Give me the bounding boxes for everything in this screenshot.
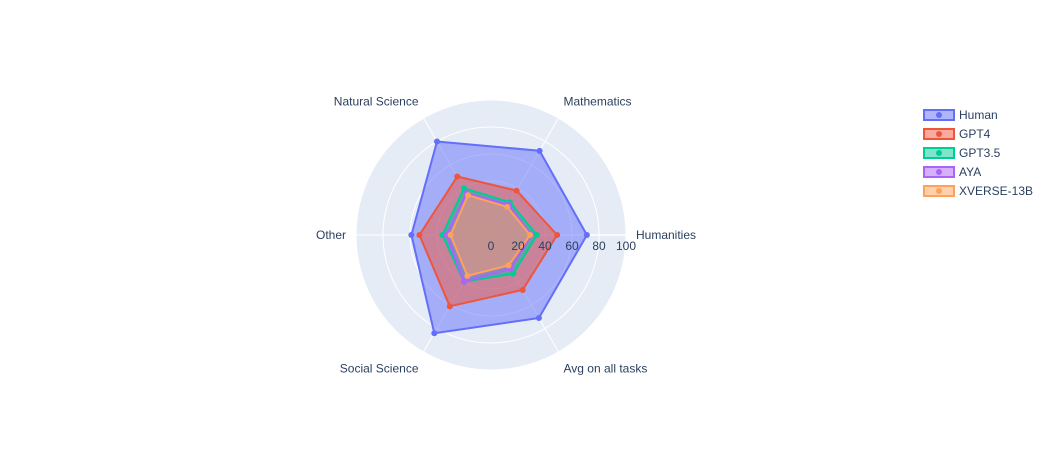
data-point-xverse-13b-social-science[interactable]	[464, 272, 471, 279]
data-point-human-humanities[interactable]	[583, 232, 590, 238]
legend-item-aya[interactable]: AYA	[923, 165, 981, 179]
axis-label-mathematics: Mathematics	[564, 94, 632, 108]
data-point-gpt4-social-science[interactable]	[446, 303, 453, 310]
data-point-human-mathematics[interactable]	[536, 147, 543, 154]
radial-tick-label: 0	[488, 239, 495, 253]
data-point-gpt3-5-humanities[interactable]	[533, 232, 540, 238]
legend-label: Human	[959, 108, 998, 122]
data-point-gpt4-humanities[interactable]	[554, 232, 561, 238]
legend-marker	[936, 150, 942, 156]
data-point-xverse-13b-other[interactable]	[447, 232, 454, 238]
legend-item-human[interactable]: Human	[923, 108, 998, 122]
data-point-gpt4-avg-on-all-tasks[interactable]	[519, 286, 526, 293]
legend-marker	[936, 169, 942, 175]
legend-marker	[936, 188, 942, 194]
data-point-human-avg-on-all-tasks[interactable]	[535, 315, 542, 322]
data-point-xverse-13b-avg-on-all-tasks[interactable]	[505, 262, 512, 269]
legend-label: AYA	[959, 165, 981, 179]
axis-label-humanities: Humanities	[636, 228, 696, 242]
data-point-xverse-13b-mathematics[interactable]	[504, 203, 511, 210]
legend-label: GPT4	[959, 127, 991, 141]
data-point-gpt3-5-avg-on-all-tasks[interactable]	[510, 270, 517, 277]
legend-item-gpt3-5[interactable]: GPT3.5	[923, 146, 1001, 160]
series-xverse-13b	[447, 192, 534, 279]
legend-item-gpt4[interactable]: GPT4	[923, 127, 991, 141]
legend-label: XVERSE-13B	[959, 184, 1033, 198]
data-point-gpt4-other[interactable]	[416, 232, 423, 238]
legend-label: GPT3.5	[959, 146, 1001, 160]
radial-tick-label: 80	[592, 239, 606, 253]
angular-axis-labels: Humanities Avg on all tasks Social Science…	[316, 94, 696, 375]
data-point-human-natural-science[interactable]	[434, 138, 440, 145]
radial-tick-label: 40	[538, 239, 552, 253]
radial-tick-label: 100	[616, 239, 636, 253]
series-traces	[408, 138, 590, 337]
axis-label-natural-science: Natural Science	[334, 94, 419, 108]
data-point-aya-social-science[interactable]	[461, 278, 467, 285]
data-point-xverse-13b-humanities[interactable]	[527, 232, 534, 238]
axis-label-avg-on-all-tasks: Avg on all tasks	[564, 362, 648, 376]
axis-label-social-science: Social Science	[340, 362, 419, 376]
legend-marker	[936, 131, 942, 137]
axis-label-other: Other	[316, 228, 346, 242]
radial-tick-label: 60	[565, 239, 579, 253]
radial-tick-label: 20	[511, 239, 525, 253]
radial-tick-labels: 0 20 40 60 80 100	[488, 239, 637, 253]
legend: Human GPT4 GPT3.5 AYA XVERSE-13B	[923, 108, 1033, 198]
data-point-gpt4-natural-science[interactable]	[454, 173, 461, 180]
data-point-human-other[interactable]	[408, 232, 415, 238]
legend-item-xverse-13b[interactable]: XVERSE-13B	[923, 184, 1033, 198]
data-point-xverse-13b-natural-science[interactable]	[465, 192, 472, 199]
legend-marker	[936, 112, 942, 118]
data-point-gpt3-5-natural-science[interactable]	[461, 185, 467, 192]
data-point-human-social-science[interactable]	[431, 330, 438, 337]
data-point-gpt4-mathematics[interactable]	[513, 187, 520, 194]
